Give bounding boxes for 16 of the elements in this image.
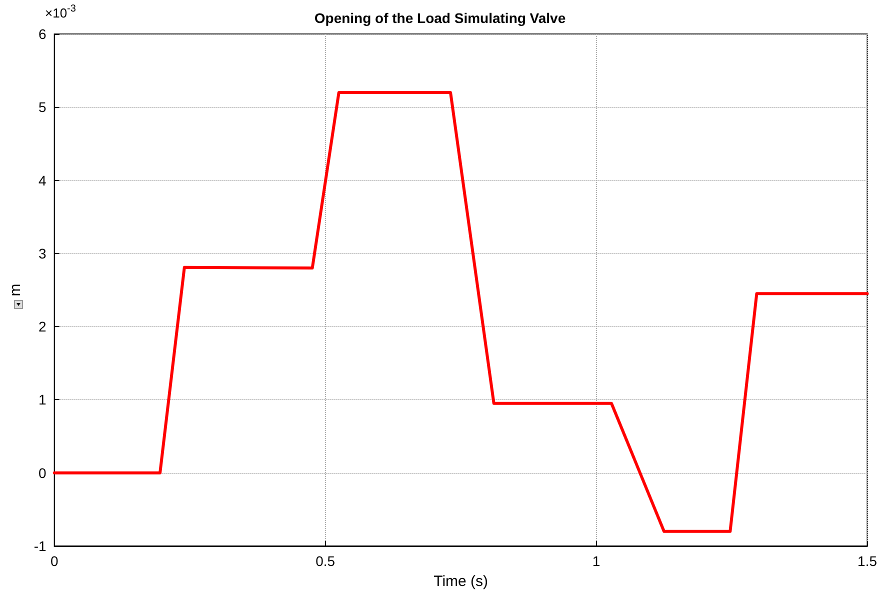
x-tick-label: 1.5 <box>858 553 878 569</box>
y-tick-label: 5 <box>38 99 47 116</box>
y-tick-label: 6 <box>38 26 47 42</box>
y-axis-title: m <box>7 284 24 296</box>
line-series <box>52 91 869 533</box>
y-tick-label: 0 <box>38 464 47 481</box>
chart-title: Opening of the Load Simulating Valve <box>314 10 566 26</box>
y-tick-label: 4 <box>38 172 47 188</box>
x-tick-label: 0 <box>50 553 58 569</box>
x-tick-label: 1 <box>592 553 600 569</box>
y-tick-label: 2 <box>38 318 47 335</box>
y-tick-label: 1 <box>38 392 47 408</box>
y-tick-label: -1 <box>34 538 47 554</box>
x-axis-title: Time (s) <box>434 573 488 590</box>
y-tick-label: 3 <box>38 245 47 262</box>
x-tick-label: 0.5 <box>316 553 336 569</box>
